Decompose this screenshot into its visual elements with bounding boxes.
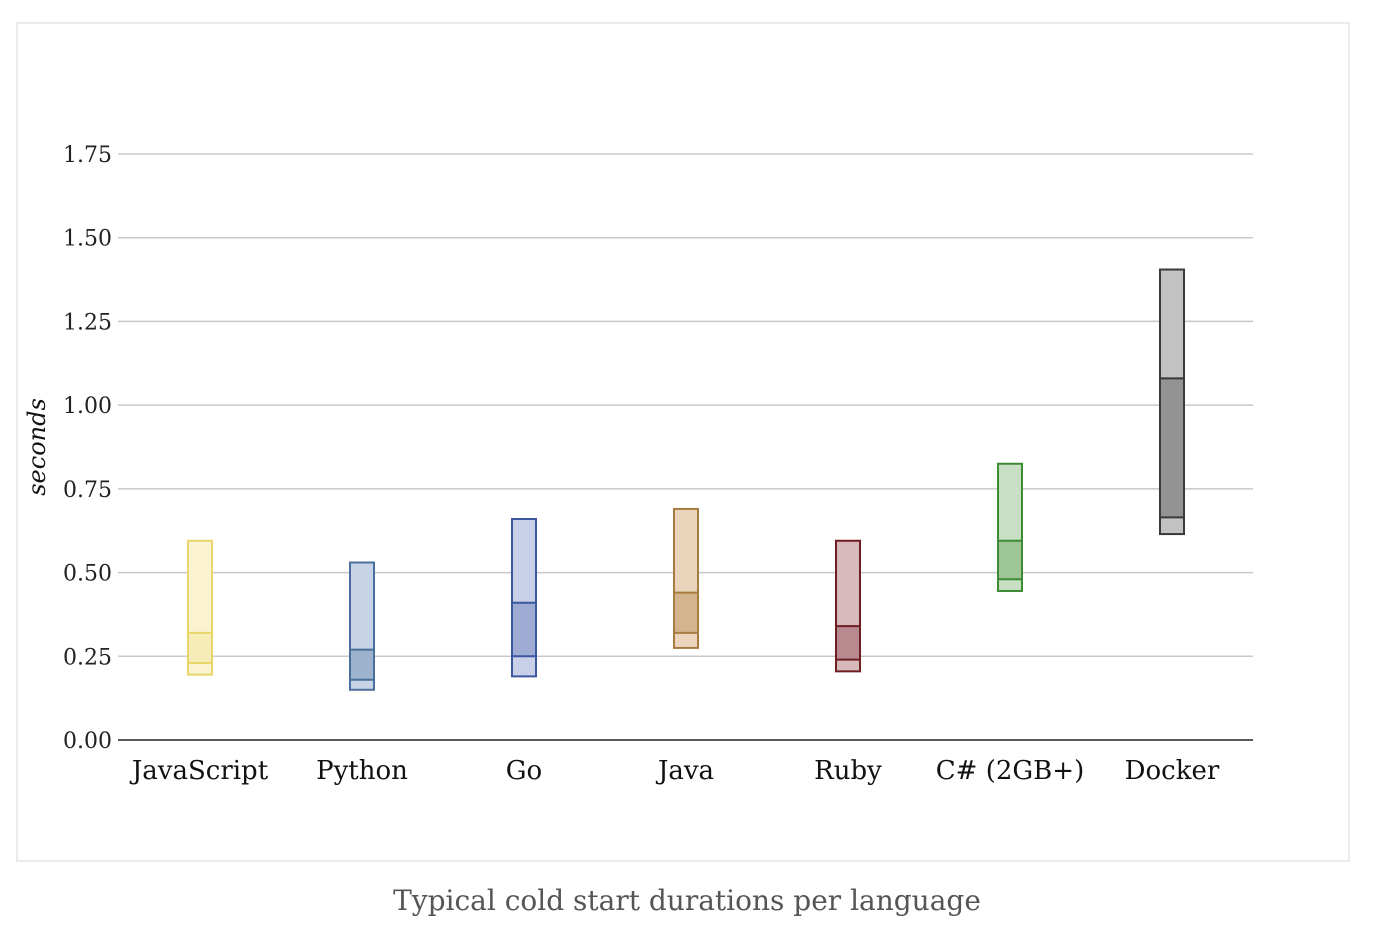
range-bar-docker: [1159, 268, 1185, 536]
x-tick-label: Ruby: [814, 756, 882, 786]
range-lower-segment: [836, 659, 860, 672]
y-tick-label: 1.00: [63, 394, 112, 419]
x-tick-label: Java: [655, 756, 714, 786]
range-outline: [187, 539, 213, 676]
range-bar-java: [673, 507, 699, 649]
range-upper-segment: [998, 463, 1022, 541]
range-upper-segment: [836, 540, 860, 627]
chart-frame: [16, 22, 1350, 862]
y-tick-label: 0.75: [63, 478, 112, 503]
y-axis-title: seconds: [23, 398, 51, 496]
range-upper-segment: [674, 508, 698, 593]
gridlines: [118, 153, 1253, 658]
range-upper-segment: [188, 540, 212, 633]
range-core-segment: [188, 632, 212, 663]
range-outline: [511, 517, 537, 678]
range-lower-segment: [1160, 517, 1184, 535]
y-tick-label: 1.50: [63, 227, 112, 252]
range-bar-javascript: [187, 539, 213, 676]
range-outline: [997, 462, 1023, 592]
axes: 0.00 0.25 0.50 0.75 1.00 1.25 1.50 1.75 JavaScri…: [63, 143, 1253, 786]
range-outline: [1159, 268, 1185, 536]
range-core-segment: [1160, 378, 1184, 518]
range-core-segment: [998, 540, 1022, 580]
range-lower-segment: [188, 662, 212, 675]
range-outline: [349, 561, 375, 691]
range-upper-segment: [512, 518, 536, 603]
y-tick-label: 1.75: [63, 143, 112, 168]
range-core-segment: [512, 602, 536, 657]
x-tick-label: C# (2GB+): [936, 756, 1084, 786]
range-outline: [835, 539, 861, 673]
range-bar-c-2gb: [997, 462, 1023, 592]
x-tick-label: Python: [316, 756, 408, 786]
range-lower-segment: [674, 632, 698, 648]
range-core-segment: [350, 649, 374, 680]
x-tick-label: Docker: [1125, 756, 1220, 786]
x-tick-label: JavaScript: [129, 756, 269, 786]
y-tick-label: 0.50: [63, 562, 112, 587]
chart-caption: Typical cold start durations per languag…: [393, 884, 981, 917]
range-bar-python: [349, 561, 375, 691]
range-lower-segment: [512, 656, 536, 677]
range-bar-go: [511, 517, 537, 678]
y-tick-label: 0.25: [63, 645, 112, 670]
range-bars: [187, 268, 1185, 691]
y-tick-label: 0.00: [63, 729, 112, 754]
x-tick-label: Go: [506, 756, 542, 786]
y-tick-label: 1.25: [63, 310, 112, 335]
range-lower-segment: [350, 679, 374, 690]
range-upper-segment: [350, 562, 374, 650]
range-core-segment: [836, 626, 860, 660]
range-bar-ruby: [835, 539, 861, 673]
range-upper-segment: [1160, 269, 1184, 379]
range-chart: 0.00 0.25 0.50 0.75 1.00 1.25 1.50 1.75 JavaScri…: [23, 143, 1253, 786]
range-core-segment: [674, 592, 698, 633]
range-outline: [673, 507, 699, 649]
range-lower-segment: [998, 579, 1022, 591]
